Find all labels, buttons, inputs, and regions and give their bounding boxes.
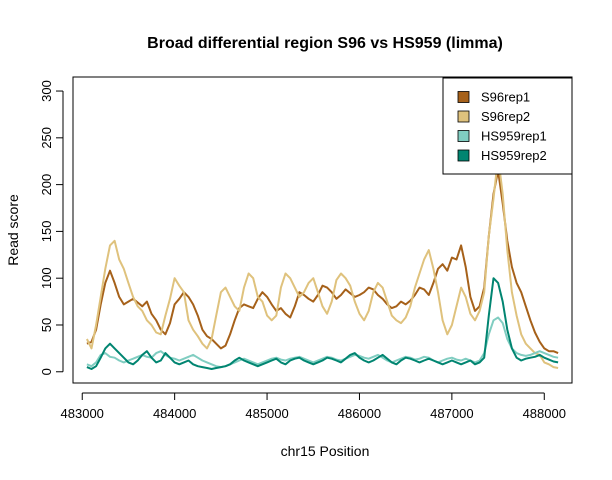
y-tick-label: 0 [39, 368, 54, 375]
legend-swatch-hs959rep2 [457, 149, 470, 162]
legend-swatch-s96rep1 [457, 91, 470, 103]
x-tick-label: 488000 [523, 406, 566, 421]
x-tick-label: 487000 [430, 406, 473, 421]
y-tick-label: 300 [39, 80, 54, 102]
y-tick-label: 50 [39, 318, 54, 332]
legend-label-s96rep1: S96rep1 [481, 90, 530, 105]
y-axis: 0 50 100 150 200 250 300 [39, 80, 64, 375]
y-axis-label: Read score [5, 194, 21, 266]
series-line-s96rep2 [86, 155, 559, 369]
series-layer [86, 155, 559, 370]
plot-frame [72, 76, 573, 384]
x-tick-label: 483000 [61, 406, 104, 421]
x-tick-label: 484000 [153, 406, 196, 421]
legend-label-s96rep2: S96rep2 [481, 109, 530, 124]
x-axis-label: chr15 Position [281, 443, 370, 459]
y-tick-label: 250 [39, 127, 54, 149]
legend-swatch-hs959rep1 [457, 130, 470, 142]
series-line-s96rep1 [86, 169, 559, 355]
series-line-hs959rep2 [86, 277, 559, 370]
chart-title: Broad differential region S96 vs HS959 (… [147, 35, 503, 52]
x-tick-label: 485000 [245, 406, 288, 421]
y-tick-label: 200 [39, 174, 54, 196]
y-tick-label: 150 [39, 221, 54, 243]
y-tick-label: 100 [39, 267, 54, 289]
legend-label-hs959rep2: HS959rep2 [481, 148, 547, 163]
legend: S96rep1 S96rep2 HS959rep1 HS959rep2 [442, 77, 573, 175]
legend-label-hs959rep1: HS959rep1 [481, 129, 547, 144]
legend-swatch-s96rep2 [457, 110, 470, 123]
x-tick-label: 486000 [338, 406, 381, 421]
x-axis: 483000 484000 485000 486000 487000 488000 [61, 392, 566, 421]
